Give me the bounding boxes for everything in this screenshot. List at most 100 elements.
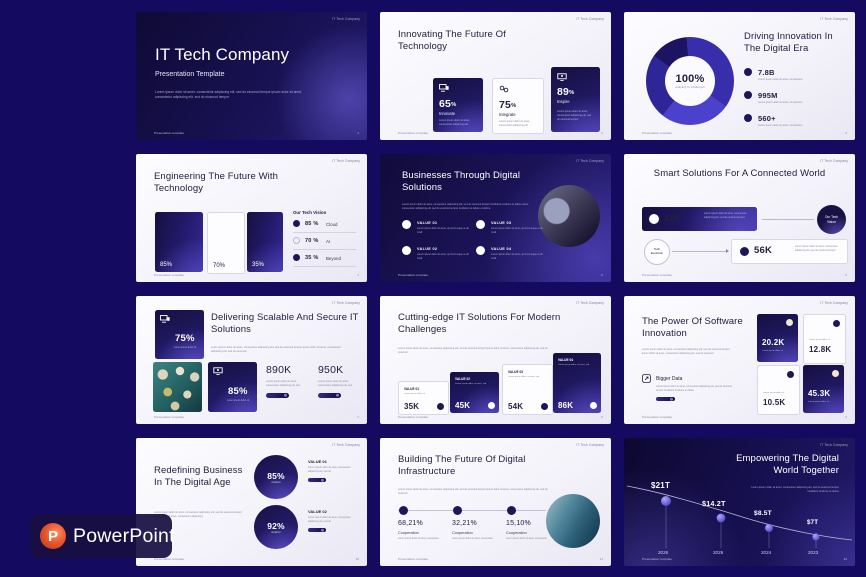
photo-circuit-panel: [153, 362, 202, 412]
value-body: Lorem ipsum dolor sit amet, qui smd nequ…: [417, 253, 469, 260]
page-title: Businesses Through Digital Solutions: [402, 170, 521, 193]
footer-text: Presentation template: [398, 415, 429, 419]
milestone-body: Lorem ipsum dolor sit amet, consectetur: [398, 538, 439, 540]
page-title: IT Tech Company: [155, 45, 290, 64]
kpi-card-45-3k: 45.3K Lorem ipsum dolor sit: [803, 365, 844, 413]
percent-circle-85: 85% Aviation: [254, 455, 298, 499]
stat-caption: Lorem ipsum dolor sit: [227, 400, 249, 402]
value-bullet: [402, 246, 411, 255]
step-body: Lorem ipsum dolor sit amet, sed: [508, 376, 540, 378]
brand-logo: IT Tech Company: [820, 17, 848, 21]
circle-label: Aviation: [271, 480, 281, 484]
circle-value: 92%: [267, 520, 285, 531]
footer-text: Presentation template: [642, 131, 673, 135]
page-title: Redefining Business In The Digital Age: [154, 465, 243, 488]
step-dot: [436, 402, 444, 410]
circle-label: Aviation: [271, 530, 281, 534]
metric-body: Lorem ipsum dolor sit amet, consectetur …: [795, 245, 838, 252]
metric-body: Lorem ipsum dolor sit amet, consectetur …: [704, 212, 747, 219]
legend-label: Cloud: [326, 221, 338, 227]
brand-logo: IT Tech Company: [332, 443, 360, 447]
bar-85: 85%: [155, 212, 203, 272]
brand-logo: IT Tech Company: [332, 159, 360, 163]
footer-text: Presentation template: [642, 557, 673, 561]
metric-bar-12k: 12K Lorem ipsum dolor sit amet, consecte…: [642, 207, 757, 231]
milestone-body: Lorem ipsum dolor sit amet, consectetur: [452, 538, 493, 540]
step-value: 45K: [455, 401, 471, 410]
page-number: 10: [355, 557, 359, 561]
page-number: 8: [601, 415, 603, 419]
tech-evolution-circle: Tech Evolution: [644, 239, 670, 265]
percent-circle-92: 92% Aviation: [254, 505, 298, 549]
metric-value: 56K: [754, 245, 773, 256]
page-title: Engineering The Future With Technology: [154, 171, 278, 194]
point-value: $14.2T: [702, 499, 726, 508]
stat-value: 7.8B: [758, 68, 775, 77]
legend-pct: 85 %: [305, 221, 319, 227]
intro-body: Lorem ipsum dolor sit amet, consectetur …: [402, 203, 529, 210]
page-number: 11: [599, 557, 603, 561]
milestone-value: 15,10%: [506, 520, 531, 527]
year-label: 2024: [761, 550, 772, 555]
year-label: 2026: [658, 550, 669, 555]
footer-text: Presentation template: [398, 131, 429, 135]
step-body: Lorem ipsum dolor sit amet, sed: [558, 364, 590, 366]
year-label: 2023: [808, 550, 819, 555]
page-number: 5: [601, 273, 603, 277]
legend-label: Beyond: [326, 255, 341, 261]
slide-09-grid: IT Tech Company The Power Of Software In…: [624, 296, 855, 424]
monitor-icon: [439, 84, 449, 92]
slide-01-cover: IT Tech Company IT Tech Company Presenta…: [136, 12, 367, 140]
powerpoint-icon: P: [40, 523, 66, 549]
kpi-card-12-8k: Lorem ipsum dolor sit 12.8K: [803, 314, 846, 364]
step-dot: [589, 401, 597, 409]
photo-keyboard: [538, 185, 600, 247]
timeline-dot: [453, 506, 462, 515]
page-title: Empowering The Digital World Together: [736, 453, 839, 476]
kpi-caption: Lorem ipsum dolor sit: [809, 339, 830, 341]
value-label: VALUE 02: [417, 247, 438, 251]
stat-caption: Lorem ipsum dolor sit amet, consectetur: [758, 101, 803, 104]
page-number: 3: [845, 131, 847, 135]
slide-05-values: IT Tech Company Businesses Through Digit…: [380, 154, 611, 282]
page-number: 2: [601, 131, 603, 135]
step-value: 86K: [558, 401, 574, 410]
value-body: Lorem ipsum dolor sit amet, consectetur …: [308, 516, 351, 523]
value-label: VALUE 03: [491, 221, 512, 225]
value-bullet: [476, 246, 485, 255]
page-title: Innovating The Future Of Technology: [398, 29, 506, 52]
cover-subtitle: Presentation Template: [155, 71, 225, 78]
donut-chart: 100% Adapting To Challenges: [646, 37, 734, 125]
trend-arrow-icon: [642, 374, 651, 383]
slide-11-timeline: IT Tech Company Building The Future Of D…: [380, 438, 611, 566]
presentation-icon: [213, 367, 223, 375]
footer-text: Presentation template: [154, 273, 185, 277]
legend-dot-outline: [293, 237, 300, 244]
step-dot: [540, 402, 548, 410]
stat-value: 890K: [266, 364, 292, 376]
slide-08-steps: IT Tech Company Cutting-edge IT Solution…: [380, 296, 611, 424]
donut-center-value: 100%: [675, 72, 705, 85]
stat-bullet: [744, 91, 752, 99]
value-label: VALUE 01: [417, 221, 438, 225]
progress-pill: [266, 393, 289, 398]
step-column-1: VALUE 01 Lorem ipsum dolor sit 35K: [398, 381, 449, 415]
point-value: $8.5T: [754, 510, 772, 517]
step-label: VALUE 02: [455, 377, 470, 381]
bar-35: 35%: [247, 212, 283, 272]
page-title: Smart Solutions For A Connected World: [653, 168, 826, 179]
photo-circuit-board: [546, 494, 600, 548]
stat-value: 89%: [557, 86, 575, 98]
legend-title: Our Tech Vision: [293, 210, 327, 215]
stat-value: 75%: [499, 99, 517, 111]
footer-text: Presentation template: [154, 557, 185, 561]
stat-value: 995M: [758, 91, 778, 100]
stat-card-75: 75% Lorem ipsum dolor sit: [155, 310, 204, 359]
page-title: Cutting-edge IT Solutions For Modern Cha…: [398, 312, 561, 335]
milestone-label: Cooperation: [398, 531, 419, 535]
brand-logo: IT Tech Company: [576, 159, 604, 163]
kpi-card-20-2k: 20.2K Lorem ipsum dolor sit: [757, 314, 798, 362]
bar-label: 35%: [252, 262, 265, 268]
brand-logo: IT Tech Company: [332, 301, 360, 305]
year-label: 2025: [713, 550, 724, 555]
